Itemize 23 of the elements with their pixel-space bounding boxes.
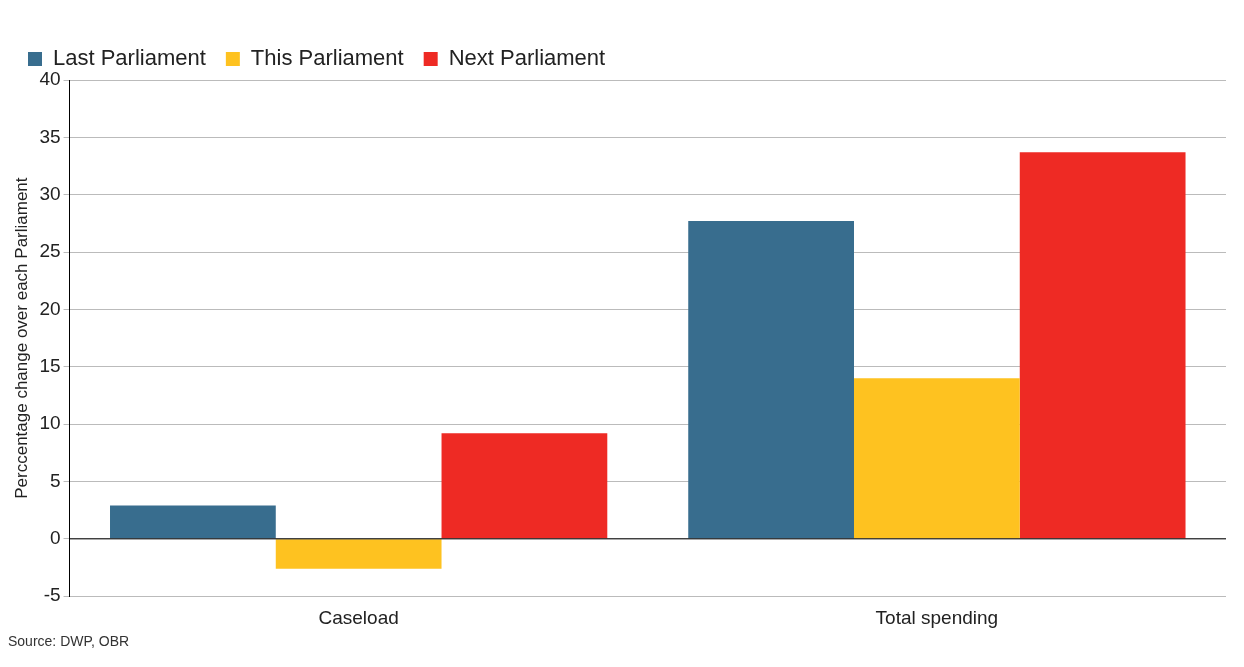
y-tick-label: 40 [39, 68, 61, 90]
source-note: Source: DWP, OBR [8, 633, 131, 649]
x-tick-label: Caseload [318, 606, 399, 628]
y-tick-label: 0 [49, 527, 61, 549]
bar [110, 505, 276, 539]
y-tick-label: 20 [39, 297, 61, 319]
y-tick-label: 15 [39, 355, 61, 377]
bar [688, 221, 854, 539]
legend-label: This Parliament [250, 45, 404, 71]
bar [1019, 152, 1186, 539]
y-tick-label: 5 [49, 469, 61, 491]
bar [441, 433, 608, 539]
y-tick-label: -5 [43, 584, 61, 606]
x-tick-label: Total spending [875, 606, 999, 628]
y-tick-label: 30 [39, 182, 61, 204]
bar [854, 378, 1020, 539]
y-tick-label: 25 [39, 240, 61, 262]
y-tick-label: 35 [39, 125, 61, 147]
legend-label: Last Parliament [53, 45, 206, 71]
bar [275, 539, 442, 569]
y-axis-title: Perccentage change over each Parliament [11, 177, 31, 499]
y-tick-label: 10 [39, 412, 61, 434]
legend-label: Next Parliament [448, 45, 606, 71]
